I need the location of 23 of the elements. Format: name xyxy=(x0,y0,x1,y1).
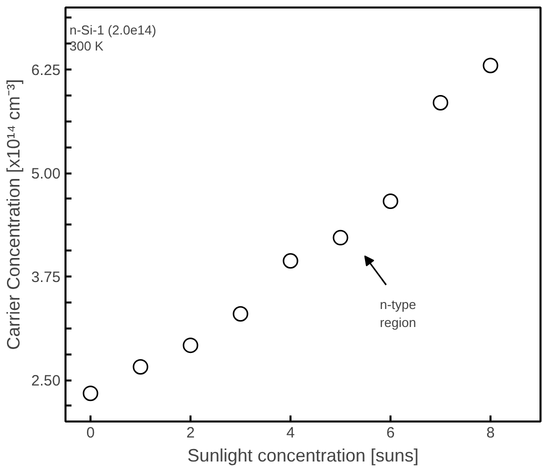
x-tick-label: 0 xyxy=(86,424,95,442)
annotation: 300 K xyxy=(70,38,104,54)
x-tick-label: 4 xyxy=(286,424,295,442)
point xyxy=(282,253,298,269)
annotation: n-type region xyxy=(380,297,416,330)
y-axis-title: Carrier Concentration [x10¹⁴ cm⁻³] xyxy=(3,79,24,350)
point xyxy=(132,359,148,375)
point xyxy=(332,230,348,246)
x-tick-label: 8 xyxy=(486,424,495,442)
point xyxy=(482,58,498,74)
y-tick-label: 3.75 xyxy=(31,269,61,286)
y-tick-label: 5.00 xyxy=(31,166,61,183)
annotation: n-Si-1 (2.0e14) xyxy=(70,22,156,38)
y-tick-label: 2.50 xyxy=(31,372,61,390)
point xyxy=(82,386,98,402)
x-axis-title: Sunlight concentration [suns] xyxy=(187,446,419,466)
y-tick-label: 6.25 xyxy=(31,62,61,80)
point xyxy=(432,94,448,110)
x-tick-label: 2 xyxy=(186,424,195,442)
point xyxy=(182,338,198,354)
x-tick-label: 6 xyxy=(386,424,395,442)
point xyxy=(232,306,248,322)
point xyxy=(382,194,398,209)
